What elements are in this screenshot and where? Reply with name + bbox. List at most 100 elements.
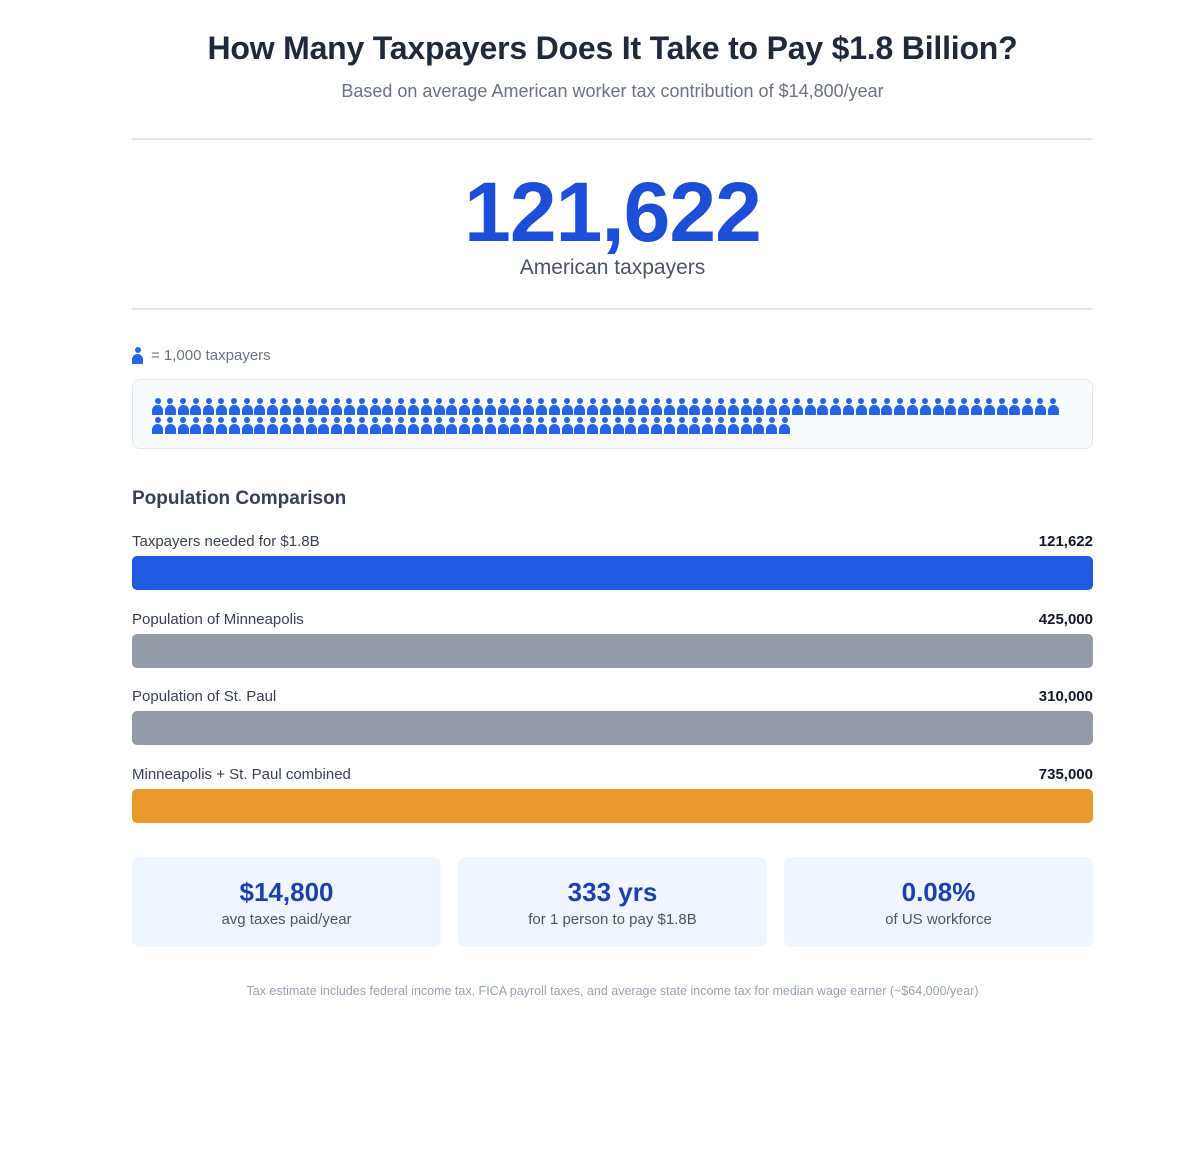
person-icon — [868, 398, 882, 415]
person-icon — [407, 417, 421, 434]
bar-value-label: 735,000 — [1038, 765, 1093, 783]
person-icon — [715, 398, 728, 415]
person-icon — [1022, 398, 1035, 415]
person-icon — [894, 398, 907, 415]
person-icon — [152, 398, 165, 415]
person-icon — [369, 417, 383, 434]
stat-label: of US workforce — [885, 911, 992, 928]
legend-text: = 1,000 taxpayers — [151, 346, 271, 364]
bar-track — [132, 556, 1093, 590]
person-icon — [471, 398, 485, 415]
pictogram-row — [152, 398, 1061, 415]
person-icon — [523, 398, 536, 415]
headline-number: 121,622 — [464, 165, 762, 259]
person-icon — [331, 417, 344, 434]
bar-row: Population of Minneapolis 425,000 — [132, 611, 1093, 679]
person-icon — [190, 398, 203, 415]
person-icon — [612, 398, 626, 415]
person-icon — [305, 417, 319, 434]
person-icon — [318, 398, 331, 415]
person-icon — [446, 417, 459, 434]
person-icon — [932, 398, 946, 415]
person-icon — [382, 398, 395, 415]
bar — [132, 556, 1093, 590]
bar-track — [132, 711, 1093, 745]
bar — [132, 711, 1093, 745]
person-icon — [587, 417, 600, 434]
person-icon — [510, 417, 523, 434]
person-icon — [215, 398, 229, 415]
person-icon — [612, 417, 626, 434]
person-icon — [817, 398, 830, 415]
person-icon — [497, 417, 511, 434]
bar-value-label: 310,000 — [1038, 688, 1093, 705]
person-icon — [907, 398, 920, 415]
pictogram-legend: = 1,000 taxpayers — [132, 345, 271, 365]
person-icon — [279, 398, 293, 415]
person-icon — [292, 398, 306, 415]
person-icon — [574, 417, 587, 434]
person-icon — [766, 417, 779, 434]
person-icon — [228, 398, 242, 415]
person-icon — [484, 398, 498, 415]
person-icon — [727, 398, 741, 415]
person-icon — [740, 417, 754, 434]
person-icon — [702, 398, 715, 415]
bar-value-label: 121,622 — [1038, 533, 1093, 550]
person-icon — [241, 417, 255, 434]
divider-top — [132, 138, 1093, 140]
person-icon — [1034, 398, 1048, 415]
pictogram-panel — [132, 379, 1093, 449]
person-icon — [535, 417, 549, 434]
person-icon — [292, 417, 306, 434]
bar-label: Minneapolis + St. Paul combined — [132, 765, 351, 783]
person-icon — [983, 398, 997, 415]
bar-row: Minneapolis + St. Paul combined 735,000 — [132, 766, 1093, 834]
person-icon — [548, 398, 562, 415]
person-icon — [958, 398, 971, 415]
stat-card-workforce: 0.08% of US workforce — [784, 857, 1093, 947]
person-icon — [215, 417, 229, 434]
person-icon — [561, 398, 575, 415]
person-icon — [791, 398, 805, 415]
person-icon — [753, 398, 766, 415]
person-icon — [945, 398, 958, 415]
stat-value: $14,800 — [239, 877, 334, 907]
person-icon — [420, 417, 434, 434]
person-icon — [919, 398, 933, 415]
person-icon — [254, 417, 267, 434]
person-icon — [267, 417, 280, 434]
person-icon — [689, 417, 702, 434]
person-icon — [369, 398, 383, 415]
person-icon — [574, 398, 587, 415]
stat-card-avg-taxes: $14,800 avg taxes paid/year — [132, 857, 441, 947]
person-icon — [177, 417, 191, 434]
person-icon — [420, 398, 434, 415]
bar — [132, 788, 1093, 823]
person-icon — [727, 417, 741, 434]
person-icon — [407, 398, 421, 415]
person-icon — [804, 398, 818, 415]
person-icon — [676, 417, 690, 434]
bar-label: Population of Minneapolis — [132, 610, 304, 628]
person-icon — [459, 417, 472, 434]
bar-row: Taxpayers needed for $1.8B 121,622 — [132, 533, 1093, 601]
person-icon — [177, 398, 191, 415]
person-icon — [651, 417, 664, 434]
person-icon — [548, 417, 562, 434]
person-icon — [471, 417, 485, 434]
person-icon — [638, 417, 651, 434]
person-icon — [510, 398, 523, 415]
person-icon — [343, 417, 357, 434]
person-icon — [715, 417, 728, 434]
footnote: Tax estimate includes federal income tax… — [246, 984, 979, 998]
person-icon — [971, 398, 984, 415]
person-icon — [599, 398, 613, 415]
bar-label: Population of St. Paul — [132, 688, 277, 705]
person-icon — [356, 398, 370, 415]
stat-label: for 1 person to pay $1.8B — [528, 911, 697, 928]
bar-track — [132, 788, 1093, 823]
person-icon — [830, 398, 843, 415]
person-icon — [779, 398, 792, 415]
person-icon — [228, 417, 242, 434]
